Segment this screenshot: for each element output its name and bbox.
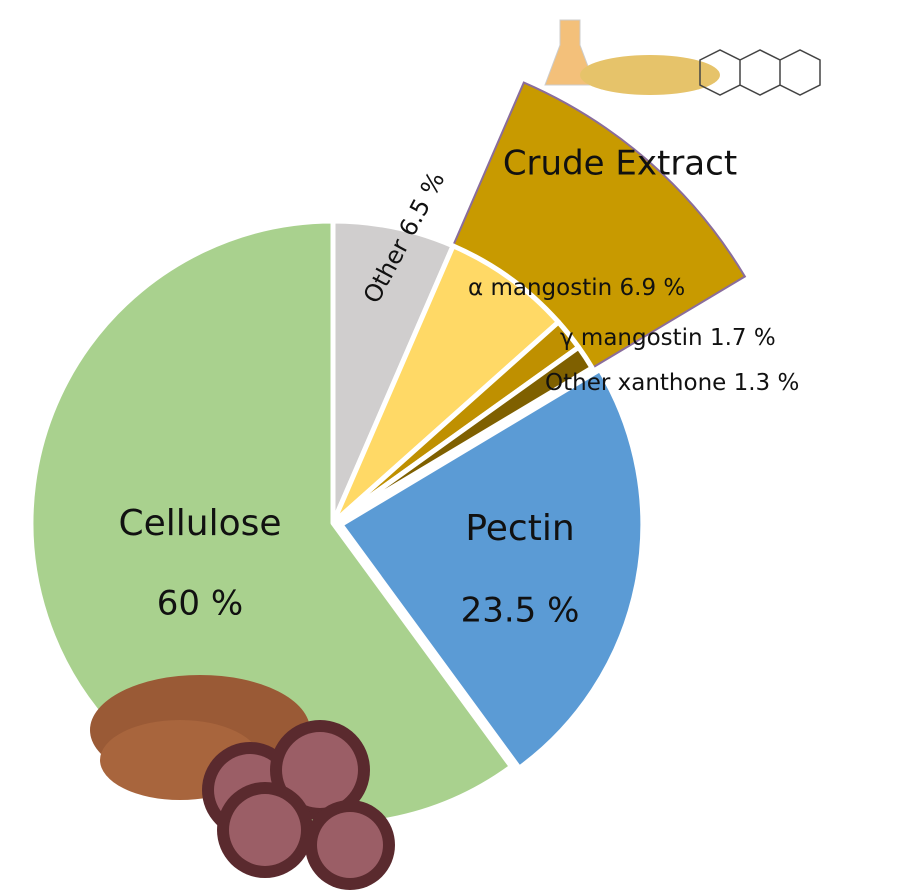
slice-label: Cellulose bbox=[118, 503, 281, 544]
slice-label: Pectin bbox=[465, 508, 574, 549]
crude-extract-label: Crude Extract bbox=[503, 144, 737, 184]
category: α mangostin bbox=[468, 275, 612, 301]
slice-label: Other xanthone 1.3 % bbox=[545, 370, 799, 396]
value-label: 6.5 % bbox=[393, 167, 450, 241]
value-label: 60 % bbox=[157, 584, 243, 624]
value-label: 6.9 % bbox=[620, 275, 686, 301]
slice-label: γ mangostin 1.7 % bbox=[560, 325, 776, 351]
value-label: 23.5 % bbox=[461, 591, 580, 631]
value-label: 1.3 % bbox=[734, 370, 800, 396]
category: Other xanthone bbox=[545, 370, 726, 396]
value-label: 1.7 % bbox=[710, 325, 776, 351]
slice-label: α mangostin 6.9 % bbox=[468, 275, 685, 301]
chart: Crude Extract Cellulose 60 % Pectin 23.5… bbox=[0, 0, 909, 895]
category: γ mangostin bbox=[560, 325, 703, 351]
